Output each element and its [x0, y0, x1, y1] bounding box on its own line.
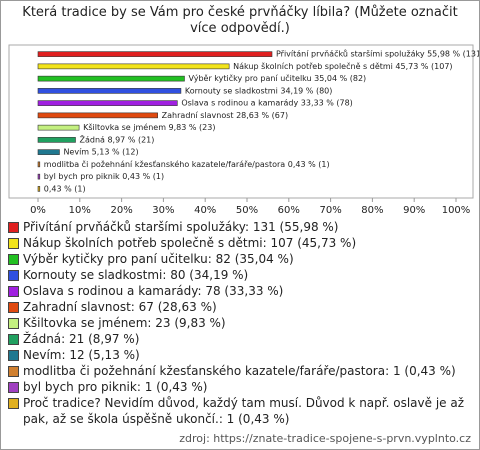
value-label: Kornouty se sladkostmi 34,19 % (80)	[185, 86, 332, 95]
bar	[37, 149, 60, 155]
legend-label: Zahradní slavnost: 67 (28,63 %)	[23, 300, 217, 314]
value-label: Zahradní slavnost 28,63 % (67)	[162, 111, 288, 120]
bar	[37, 161, 41, 168]
x-tick-label: 60%	[278, 205, 300, 216]
value-label: Oslava s rodinou a kamarády 33,33 % (78)	[181, 99, 352, 108]
legend-swatch	[8, 286, 19, 297]
legend-label: Nevím: 12 (5,13 %)	[23, 348, 140, 362]
bar	[37, 124, 80, 131]
legend-item: Nákup školních potřeb společně s dětmi: …	[7, 235, 473, 251]
value-label: Nákup školních potřeb společně s dětmi 4…	[233, 61, 452, 71]
plot-frame	[8, 44, 474, 199]
bar	[37, 173, 41, 180]
bar	[37, 186, 41, 192]
bar	[37, 75, 185, 82]
legend-swatch	[8, 254, 19, 265]
legend-label: Nákup školních potřeb společně s dětmi: …	[23, 236, 357, 250]
legend-item: Kšiltovka se jménem: 23 (9,83 %)	[7, 315, 473, 331]
legend-swatch	[8, 222, 19, 233]
legend-swatch	[8, 350, 19, 361]
value-label: byl bych pro piknik 0,43 % (1)	[44, 172, 164, 181]
value-label: Nevím 5,13 % (12)	[63, 148, 138, 157]
bar	[37, 100, 178, 106]
x-tick-label: 30%	[152, 205, 174, 216]
legend-swatch	[8, 382, 19, 393]
value-label: Výběr kytičky pro paní učitelku 35,04 % …	[188, 73, 366, 83]
value-label: modlitba či požehnání kžesťanského kazat…	[44, 159, 330, 169]
legend-label: Žádná: 21 (8,97 %)	[23, 332, 140, 346]
legend-label: modlitba či požehnání kžesťanského kazat…	[23, 364, 456, 378]
source: zdroj: https://znate-tradice-spojene-s-p…	[179, 432, 471, 445]
legend: Přivítání prvňáčků staršími spolužáky: 1…	[7, 219, 473, 427]
legend-item: modlitba či požehnání kžesťanského kazat…	[7, 363, 473, 379]
legend-item: Proč tradice? Nevidím důvod, každý tam m…	[7, 395, 473, 427]
legend-item: Přivítání prvňáčků staršími spolužáky: 1…	[7, 219, 473, 235]
x-tick-label: 70%	[319, 205, 341, 216]
legend-label: Kšiltovka se jménem: 23 (9,83 %)	[23, 316, 226, 330]
legend-label: Oslava s rodinou a kamarády: 78 (33,33 %…	[23, 284, 284, 298]
chart-title: Která tradice by se Vám pro české prvňáč…	[22, 5, 458, 36]
legend-item: Oslava s rodinou a kamarády: 78 (33,33 %…	[7, 283, 473, 299]
bar	[37, 112, 158, 119]
legend-swatch	[8, 270, 19, 281]
x-tick-label: 80%	[361, 205, 383, 216]
legend-item: Nevím: 12 (5,13 %)	[7, 347, 473, 363]
bar	[37, 51, 273, 57]
x-tick-label: 10%	[69, 205, 91, 216]
legend-item: Žádná: 21 (8,97 %)	[7, 331, 473, 347]
value-label: Kšiltovka se jménem 9,83 % (23)	[83, 122, 215, 132]
bar	[37, 63, 230, 70]
value-label: Žádná 8,97 % (21)	[79, 133, 154, 144]
value-label: Přivítání prvňáčků staršími spolužáky 55…	[276, 49, 479, 59]
legend-item: Zahradní slavnost: 67 (28,63 %)	[7, 299, 473, 315]
x-tick-label: 100%	[442, 205, 471, 216]
value-label: 0,43 % (1)	[44, 184, 86, 193]
legend-label: byl bych pro piknik: 1 (0,43 %)	[23, 380, 208, 394]
legend-swatch	[8, 238, 19, 249]
legend-swatch	[8, 302, 19, 313]
legend-item: Výběr kytičky pro paní učitelku: 82 (35,…	[7, 251, 473, 267]
legend-label: Kornouty se sladkostmi: 80 (34,19 %)	[23, 268, 249, 282]
bar	[37, 137, 76, 143]
legend-swatch	[8, 366, 19, 377]
x-tick-label: 20%	[110, 205, 132, 216]
legend-item: byl bych pro piknik: 1 (0,43 %)	[7, 379, 473, 395]
legend-swatch	[8, 318, 19, 329]
x-tick-label: 50%	[236, 205, 258, 216]
legend-swatch	[8, 334, 19, 345]
legend-item: Kornouty se sladkostmi: 80 (34,19 %)	[7, 267, 473, 283]
legend-label: Výběr kytičky pro paní učitelku: 82 (35,…	[23, 252, 294, 266]
x-tick-label: 0%	[30, 205, 46, 216]
bar	[37, 88, 182, 94]
legend-label: Proč tradice? Nevidím důvod, každý tam m…	[23, 396, 464, 426]
legend-label: Přivítání prvňáčků staršími spolužáky: 1…	[23, 220, 339, 234]
x-tick-label: 90%	[403, 205, 425, 216]
plot: 0% 10% 20% 30% 40% 50% 60% 70% 80% 90% 100% Přivítá…	[8, 44, 479, 216]
legend-swatch	[8, 398, 19, 409]
x-tick-label: 40%	[194, 205, 216, 216]
